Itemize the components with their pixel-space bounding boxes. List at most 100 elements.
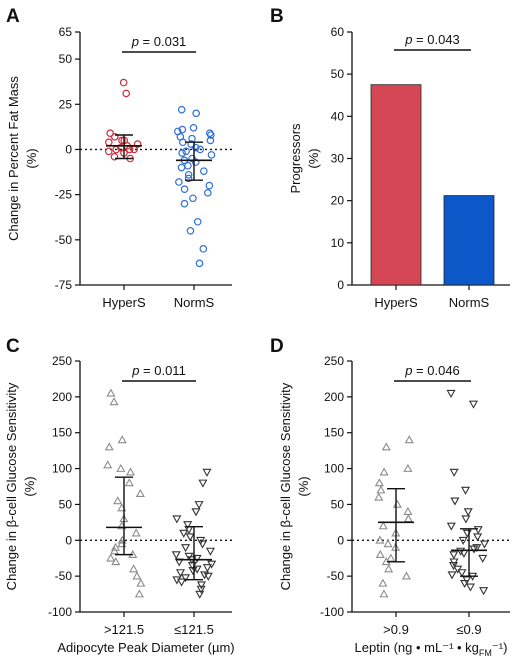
data-point bbox=[460, 486, 471, 495]
data-point bbox=[198, 479, 208, 488]
data-point bbox=[172, 515, 182, 524]
x-axis-label: Leptin (ng • mL⁻¹ • kgFM⁻¹) bbox=[355, 640, 508, 658]
data-point bbox=[403, 514, 413, 523]
category-label: HyperS bbox=[102, 295, 146, 310]
data-point bbox=[200, 571, 210, 580]
data-point bbox=[199, 245, 208, 253]
y-tick-label: 0 bbox=[65, 533, 72, 547]
category-label: ≤0.9 bbox=[456, 622, 481, 637]
data-point bbox=[196, 145, 204, 154]
y-tick-label: 200 bbox=[324, 390, 344, 404]
data-point bbox=[118, 136, 126, 145]
panel-letter: A bbox=[6, 6, 20, 27]
panel-letter: D bbox=[270, 336, 284, 357]
data-point bbox=[180, 199, 189, 208]
data-point bbox=[447, 571, 457, 580]
data-point bbox=[109, 546, 120, 555]
data-point bbox=[191, 508, 201, 517]
y-tick-label: 200 bbox=[52, 390, 72, 404]
y-axis-unit: (%) bbox=[22, 476, 37, 496]
y-tick-label: -75 bbox=[55, 278, 73, 292]
y-tick-label: 65 bbox=[59, 25, 73, 39]
data-point bbox=[178, 149, 186, 157]
data-point bbox=[205, 181, 214, 190]
panel-b: B 60 50 40 30 20 10 0 HyperS NormS Progressors (%) p… bbox=[270, 6, 510, 310]
data-point bbox=[378, 521, 388, 530]
y-tick-label: 150 bbox=[324, 426, 344, 440]
data-point bbox=[129, 564, 139, 573]
bar-HyperS bbox=[370, 84, 422, 286]
data-point bbox=[113, 496, 123, 505]
data-point bbox=[204, 189, 212, 197]
data-point bbox=[104, 442, 114, 451]
y-tick-label: 0 bbox=[337, 278, 344, 292]
y-tick-label: 40 bbox=[331, 109, 345, 123]
y-axis-label: Change in Percent Fat Mass bbox=[6, 76, 21, 241]
data-point bbox=[392, 499, 402, 508]
data-point bbox=[472, 544, 482, 553]
y-tick-label: 0 bbox=[65, 142, 72, 156]
data-point bbox=[381, 442, 391, 451]
y-tick-label: 0 bbox=[337, 533, 344, 547]
data-point bbox=[186, 226, 195, 235]
x-axis-label: Adipocyte Peak Diameter (µm) bbox=[57, 640, 234, 655]
y-tick-label: 50 bbox=[331, 497, 345, 511]
y-axis-unit: (%) bbox=[306, 148, 321, 168]
data-point bbox=[180, 574, 191, 583]
data-point bbox=[184, 170, 193, 179]
data-point bbox=[183, 521, 193, 530]
data-point bbox=[106, 388, 116, 397]
data-point bbox=[446, 389, 456, 398]
y-tick-label: 50 bbox=[59, 52, 73, 66]
data-point bbox=[106, 129, 114, 138]
data-point bbox=[379, 589, 389, 598]
panel-a: A 65 50 25 0 -25 -50 -75 HyperS NormS Change in Pe… bbox=[6, 6, 232, 310]
data-point bbox=[479, 540, 490, 549]
data-point bbox=[116, 463, 126, 472]
data-point bbox=[184, 161, 192, 170]
data-point bbox=[206, 136, 215, 145]
data-point bbox=[132, 571, 142, 580]
data-point bbox=[110, 133, 119, 141]
data-point bbox=[177, 163, 186, 172]
data-point bbox=[403, 506, 413, 515]
y-axis-unit: (%) bbox=[296, 476, 311, 496]
y-tick-label: -100 bbox=[320, 605, 344, 619]
y-tick-label: 50 bbox=[59, 497, 73, 511]
category-label: ≤121.5 bbox=[174, 622, 214, 637]
data-point bbox=[375, 549, 385, 558]
data-point bbox=[106, 553, 116, 562]
panel-letter: B bbox=[270, 6, 284, 27]
y-axis-label: Progressors bbox=[288, 123, 303, 194]
data-point bbox=[109, 397, 119, 406]
data-point bbox=[379, 467, 389, 476]
data-point bbox=[478, 554, 488, 563]
data-point bbox=[457, 569, 467, 578]
y-tick-label: -50 bbox=[55, 569, 73, 583]
data-point bbox=[203, 572, 213, 581]
data-point bbox=[401, 571, 412, 580]
data-point bbox=[374, 492, 384, 501]
data-point bbox=[463, 508, 473, 517]
data-point bbox=[189, 123, 198, 132]
data-point bbox=[207, 131, 215, 139]
category-label: HyperS bbox=[374, 295, 418, 310]
data-point bbox=[196, 581, 206, 590]
data-point bbox=[376, 485, 386, 494]
data-point bbox=[133, 140, 142, 148]
p-value-label: p = 0.046 bbox=[404, 363, 460, 378]
data-point bbox=[205, 547, 215, 556]
data-point bbox=[122, 89, 130, 98]
data-point bbox=[449, 468, 459, 477]
data-point bbox=[449, 551, 459, 560]
data-point bbox=[180, 185, 189, 194]
data-point bbox=[171, 551, 181, 560]
y-tick-label: 60 bbox=[331, 25, 345, 39]
p-value-label: p = 0.031 bbox=[131, 34, 187, 49]
y-tick-label: 250 bbox=[324, 354, 344, 368]
y-axis-label: Change in β-cell Glucose Sensitivity bbox=[4, 382, 19, 590]
panel-c: C 250 200 150 100 50 0 -50 -100 >121.5 ≤121.5 Chang… bbox=[4, 336, 235, 655]
data-point bbox=[192, 143, 200, 152]
data-point bbox=[178, 125, 187, 134]
y-tick-label: -50 bbox=[327, 569, 345, 583]
